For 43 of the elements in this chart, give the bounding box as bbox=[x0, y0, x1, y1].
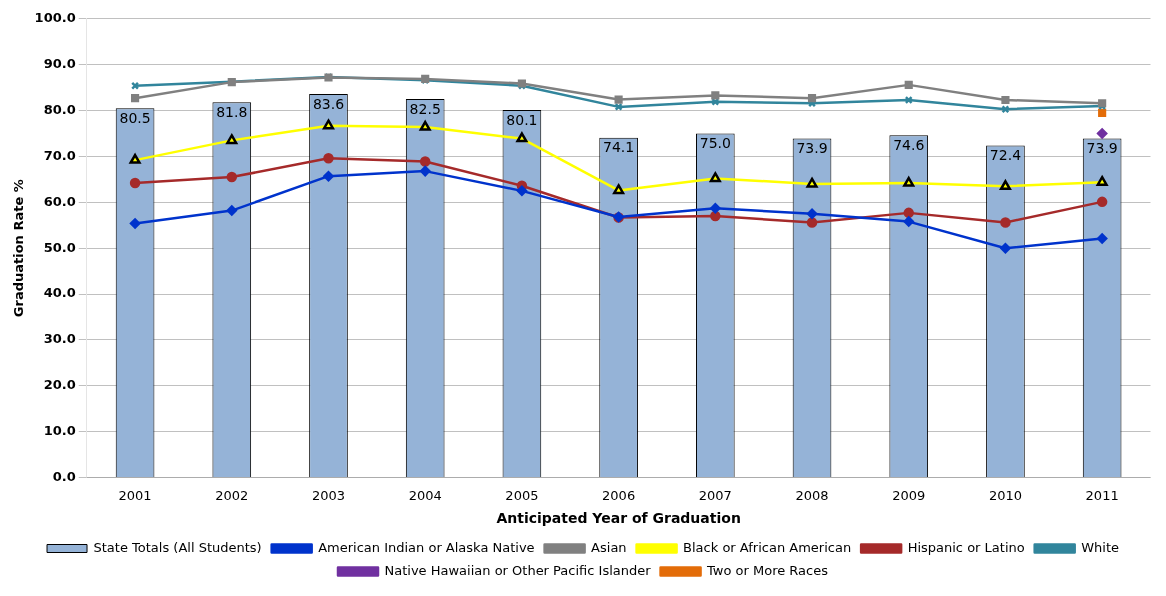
y-tick-label: 90.0 bbox=[43, 56, 76, 72]
legend-label: State Totals (All Students) bbox=[93, 539, 262, 555]
x-tick-label: 2006 bbox=[602, 487, 636, 503]
legend-label: Two or More Races bbox=[706, 562, 829, 578]
data-label: 83.6 bbox=[312, 95, 345, 112]
x-tick-label: 2002 bbox=[215, 487, 249, 503]
x-tick-label: 2009 bbox=[892, 487, 926, 503]
legend-label: Black or African American bbox=[683, 539, 852, 555]
data-label: 74.1 bbox=[603, 139, 635, 156]
data-label: 80.1 bbox=[506, 111, 538, 128]
data-label: 72.4 bbox=[989, 147, 1022, 164]
x-tick-label: 2008 bbox=[795, 487, 829, 503]
y-tick-label: 20.0 bbox=[43, 377, 76, 393]
legend-label: Asian bbox=[591, 539, 627, 555]
data-label: 73.9 bbox=[796, 140, 828, 157]
legend-label: Native Hawaiian or Other Pacific Islander bbox=[384, 562, 652, 578]
y-tick-label: 70.0 bbox=[43, 147, 76, 163]
y-tick-label: 60.0 bbox=[43, 193, 76, 209]
x-tick-label: 2004 bbox=[408, 487, 442, 503]
data-label: 75.0 bbox=[699, 135, 731, 152]
data-label: 73.9 bbox=[1086, 140, 1118, 157]
y-tick-label: 30.0 bbox=[43, 331, 76, 347]
y-tick-label: 80.0 bbox=[43, 101, 76, 117]
x-tick-label: 2007 bbox=[698, 487, 732, 503]
legend-label: Hispanic or Latino bbox=[907, 539, 1025, 555]
y-tick-label: 0.0 bbox=[52, 468, 76, 484]
x-tick-label: 2011 bbox=[1085, 487, 1119, 503]
y-tick-label: 100.0 bbox=[34, 10, 76, 26]
x-tick-label: 2010 bbox=[988, 487, 1022, 503]
data-label: 82.5 bbox=[409, 100, 441, 117]
x-tick-label: 2001 bbox=[118, 487, 152, 503]
legend-label: White bbox=[1081, 539, 1119, 555]
y-tick-label: 10.0 bbox=[43, 423, 76, 439]
y-axis-title: Graduation Rate % bbox=[11, 179, 27, 318]
y-tick-label: 40.0 bbox=[43, 285, 76, 301]
legend-label: American Indian or Alaska Native bbox=[318, 539, 535, 555]
x-axis-title: Anticipated Year of Graduation bbox=[496, 510, 741, 527]
y-tick-label: 50.0 bbox=[43, 239, 76, 255]
data-label: 81.8 bbox=[216, 103, 248, 120]
x-tick-label: 2005 bbox=[505, 487, 539, 503]
data-label: 74.6 bbox=[893, 136, 925, 153]
data-label: 80.5 bbox=[119, 109, 151, 126]
x-tick-label: 2003 bbox=[311, 487, 346, 503]
